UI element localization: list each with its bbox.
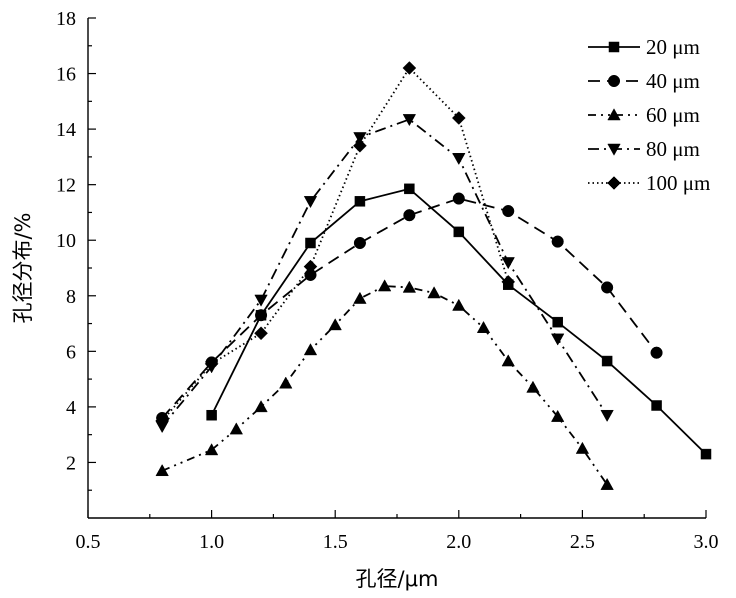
x-axis-title: 孔径/μm	[356, 567, 439, 591]
data-point	[155, 464, 169, 477]
y-tick-label: 8	[66, 286, 76, 308]
series-2	[155, 279, 614, 490]
data-point	[452, 298, 466, 311]
data-point	[353, 138, 367, 153]
x-tick-label: 3.0	[694, 531, 719, 553]
data-point	[452, 153, 466, 166]
data-point	[651, 400, 662, 411]
axes: 0.5 1.0 1.5 2.0 2.5 3.0 2 4 6 8 10 12 14 16 18	[56, 8, 719, 553]
legend-entry: 40 μm	[588, 69, 700, 93]
data-point	[501, 354, 515, 367]
data-point	[353, 291, 367, 304]
x-tick-label: 2.5	[570, 531, 595, 553]
data-point	[254, 309, 268, 322]
legend-label: 20 μm	[646, 35, 700, 59]
data-point	[354, 196, 366, 207]
y-tick-label: 4	[66, 397, 76, 419]
data-point	[451, 111, 466, 125]
x-tick-label: 1.0	[199, 531, 224, 553]
y-tick-label: 6	[66, 341, 76, 363]
series-line	[161, 118, 608, 427]
data-point	[254, 294, 268, 307]
data-point	[575, 441, 590, 454]
data-point	[353, 132, 367, 145]
y-tick-label: 18	[56, 8, 76, 30]
data-point	[353, 236, 366, 250]
data-point	[328, 318, 342, 331]
data-point	[427, 286, 441, 299]
data-point	[600, 477, 614, 490]
data-point	[700, 448, 712, 460]
legend-label: 60 μm	[646, 103, 700, 127]
legend-marker	[607, 74, 621, 88]
series-0	[206, 183, 712, 460]
legend-marker	[607, 176, 621, 190]
data-point	[601, 281, 614, 294]
legend-marker	[608, 41, 620, 53]
legend-entry: 20 μm	[588, 35, 700, 59]
series-line	[161, 285, 608, 486]
x-tick-label: 0.5	[76, 531, 101, 553]
data-point	[501, 275, 516, 289]
data-point	[303, 343, 318, 356]
data-point	[254, 326, 268, 341]
y-tick-label: 14	[56, 119, 76, 141]
data-point	[305, 237, 316, 249]
data-point	[229, 422, 243, 435]
data-point	[453, 226, 465, 238]
legend-marker	[607, 143, 621, 156]
data-point	[600, 409, 614, 422]
y-axis-title: 孔径分布/%	[11, 212, 35, 323]
y-tick-label: 2	[66, 452, 76, 474]
data-point	[204, 356, 219, 371]
legend-entry: 100 μm	[588, 171, 710, 195]
data-point	[206, 409, 217, 421]
data-point	[650, 346, 663, 359]
data-point	[501, 257, 515, 270]
x-tick-label: 2.0	[446, 531, 471, 553]
x-tick-label: 1.5	[323, 531, 348, 553]
data-point	[551, 333, 565, 346]
data-point	[404, 183, 415, 195]
series-4	[155, 61, 516, 428]
series-line	[161, 197, 658, 419]
data-point	[377, 279, 392, 292]
legend: 20 μm 40 μm 60 μm 80 μm 100 μm	[588, 35, 710, 195]
series-3	[155, 114, 614, 434]
data-point	[526, 380, 540, 393]
data-point	[403, 209, 416, 222]
data-point	[155, 413, 170, 428]
legend-label: 100 μm	[646, 171, 710, 195]
legend-label: 80 μm	[646, 137, 700, 161]
legend-marker	[607, 108, 621, 121]
y-tick-label: 10	[56, 230, 76, 252]
data-point	[303, 196, 318, 209]
data-point	[502, 205, 515, 218]
series-1	[156, 192, 663, 425]
legend-entry: 60 μm	[588, 103, 700, 127]
legend-label: 40 μm	[646, 69, 700, 93]
y-tick-label: 12	[56, 175, 76, 197]
data-point	[551, 409, 565, 422]
data-point	[476, 320, 491, 333]
legend-entry: 80 μm	[588, 137, 700, 161]
data-point	[552, 316, 563, 328]
data-point	[254, 400, 268, 413]
data-point	[303, 259, 318, 274]
data-point	[279, 376, 293, 389]
data-point	[402, 61, 417, 75]
data-point	[551, 235, 564, 248]
data-point	[601, 355, 613, 367]
data-point	[402, 280, 417, 293]
y-tick-label: 16	[56, 64, 76, 86]
series-layer	[155, 61, 712, 490]
data-point	[402, 114, 417, 127]
data-point	[204, 443, 219, 456]
data-point	[452, 192, 465, 205]
